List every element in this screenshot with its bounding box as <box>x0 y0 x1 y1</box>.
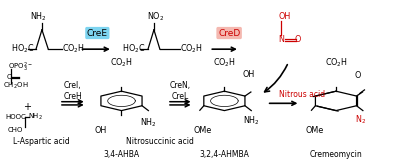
Text: CreE: CreE <box>87 29 108 37</box>
Text: +: + <box>23 102 31 111</box>
Text: NO$_2$: NO$_2$ <box>147 10 164 22</box>
Text: NH$_2$: NH$_2$ <box>28 112 44 122</box>
Text: CHO: CHO <box>8 127 23 133</box>
Text: NH$_2$: NH$_2$ <box>30 10 46 22</box>
Text: HO$_2$C: HO$_2$C <box>122 43 146 55</box>
Text: OH: OH <box>278 12 291 21</box>
Text: Nitrosuccinic acid: Nitrosuccinic acid <box>126 137 194 146</box>
Text: CO$_2$H: CO$_2$H <box>110 57 133 69</box>
Text: O: O <box>294 35 301 44</box>
Text: OPO$_3^{2-}$: OPO$_3^{2-}$ <box>8 60 32 74</box>
Text: Nitrous acid: Nitrous acid <box>278 90 325 99</box>
Text: CH$_2$OH: CH$_2$OH <box>4 81 29 91</box>
Text: OMe: OMe <box>194 126 212 135</box>
Text: CO$_2$H: CO$_2$H <box>324 57 348 69</box>
Text: OMe: OMe <box>305 126 323 135</box>
Text: NH$_2$: NH$_2$ <box>243 114 260 127</box>
Text: CreD: CreD <box>218 29 240 37</box>
Text: 3,2,4-AHMBA: 3,2,4-AHMBA <box>200 150 249 159</box>
Text: NH$_2$: NH$_2$ <box>140 116 157 129</box>
Text: CO$_2$H: CO$_2$H <box>213 57 236 69</box>
Text: OH: OH <box>94 126 107 135</box>
Text: CO$_2$H: CO$_2$H <box>180 43 202 55</box>
Text: 3,4-AHBA: 3,4-AHBA <box>104 150 140 159</box>
Text: O: O <box>354 71 361 80</box>
Text: CO$_2$H: CO$_2$H <box>62 43 85 55</box>
Text: Cremeomycin: Cremeomycin <box>310 150 362 159</box>
Text: HO$_2$C: HO$_2$C <box>11 43 34 55</box>
Text: N$_2$: N$_2$ <box>354 114 366 126</box>
Text: CreN,
CreL: CreN, CreL <box>170 82 191 101</box>
Text: N: N <box>278 35 284 44</box>
Text: L-Aspartic acid: L-Aspartic acid <box>13 137 70 146</box>
Text: CreI,
CreH: CreI, CreH <box>64 82 82 101</box>
Text: O: O <box>6 74 12 80</box>
Text: OH: OH <box>242 70 255 79</box>
Text: HOOC: HOOC <box>6 114 26 120</box>
